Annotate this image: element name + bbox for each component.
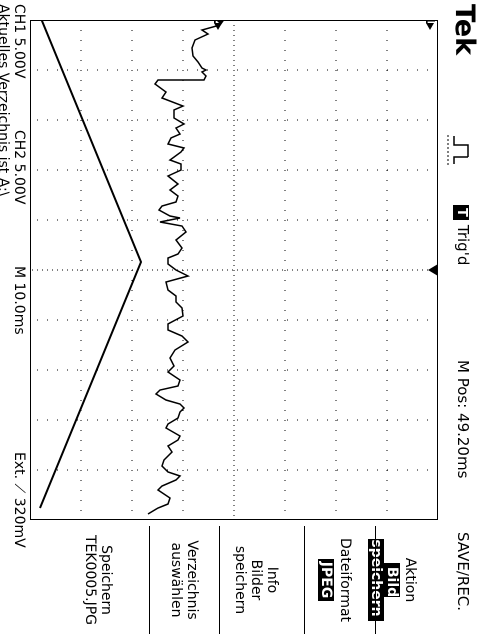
menu-title: SAVE/REC.	[454, 532, 472, 612]
trigger-position-arrow-icon	[428, 264, 438, 276]
select-directory-button[interactable]: Verzeichnis auswählen	[168, 520, 200, 640]
info-save-images-button[interactable]: Info Bilder speichern	[232, 520, 280, 640]
info-line-2: Bilder	[248, 559, 264, 601]
side-menu: Aktion Bild speichern Dateiformat JPEG I…	[30, 520, 438, 640]
status-message: Aktuelles Verzeichnis ist A:\	[0, 4, 11, 197]
ch2-scale: CH2 5.00V	[11, 130, 27, 205]
format-button[interactable]: JPEG	[318, 520, 334, 640]
info-line-3: speichern	[232, 545, 248, 615]
save-line-1: Speichern	[98, 545, 114, 615]
save-button[interactable]: Speichern TEK0005.JPG	[82, 520, 114, 640]
ch1-marker: 1	[423, 20, 437, 30]
trigger-state: T Trig'd	[453, 205, 472, 266]
ch2-trace	[147, 20, 226, 515]
svg-text:1: 1	[423, 20, 437, 24]
brand-logo: Tek	[449, 4, 480, 56]
trigger-box: T	[453, 205, 469, 220]
svg-text:2: 2	[211, 20, 225, 24]
trigger-info: Ext. ⟋ 320mV	[11, 452, 27, 548]
action-value: Bild speichern	[368, 539, 400, 621]
info-line-1: Info	[264, 566, 280, 594]
menu-divider	[219, 526, 220, 634]
format-value: JPEG	[318, 558, 334, 602]
ch1-scale: CH1 5.00V	[11, 4, 27, 79]
save-line-2: TEK0005.JPG	[82, 534, 98, 626]
timebase: M 10.0ms	[11, 266, 27, 335]
menu-divider	[375, 526, 376, 634]
menu-divider	[149, 526, 150, 634]
action-button[interactable]: Bild speichern	[368, 520, 400, 640]
menu-divider	[304, 526, 305, 634]
trigger-state-label: Trig'd	[454, 224, 472, 266]
m-pos-readout: M Pos: 49.20ms	[454, 360, 472, 479]
ch1-trace	[39, 20, 143, 509]
graticule-grid	[30, 20, 438, 520]
dir-line-2: auswählen	[168, 542, 184, 618]
action-label: Aktion	[402, 557, 418, 603]
dir-line-1: Verzeichnis	[184, 540, 200, 620]
graticule-display: 1 2	[30, 20, 438, 520]
trigger-edge-icon	[446, 135, 474, 165]
format-label: Dateiformat	[337, 537, 353, 623]
